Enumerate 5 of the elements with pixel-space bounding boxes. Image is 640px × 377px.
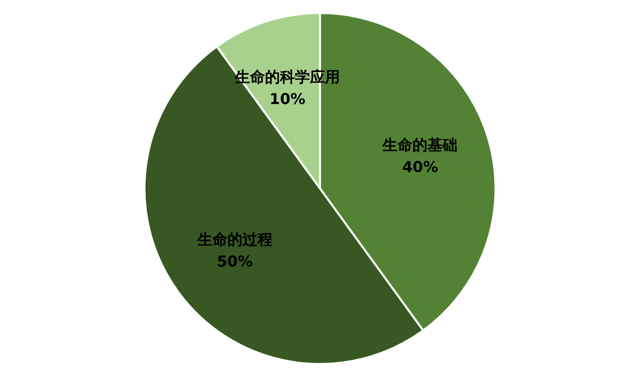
data-label: 10% xyxy=(270,90,306,108)
data-label: 40% xyxy=(402,158,438,176)
slice-label: 生命的基础 xyxy=(382,136,458,154)
slice-label: 生命的过程 xyxy=(196,230,272,248)
data-label: 50% xyxy=(216,252,253,270)
